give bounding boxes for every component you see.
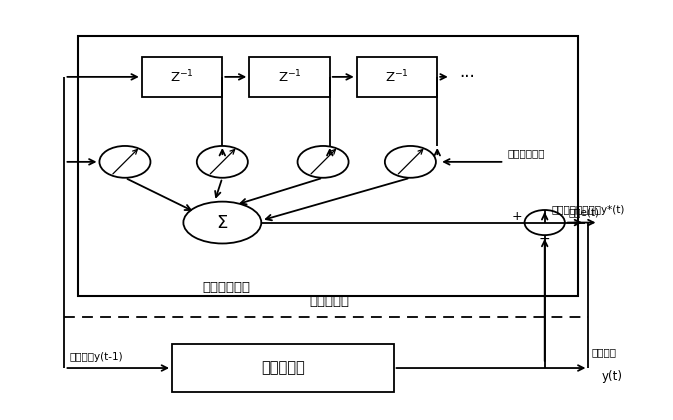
Text: 自适应滤波器输出y*(t): 自适应滤波器输出y*(t) xyxy=(551,205,625,215)
Text: 可调节权系数: 可调节权系数 xyxy=(507,148,545,158)
Bar xyxy=(78,36,578,296)
Text: 输入信号y(t-1): 输入信号y(t-1) xyxy=(70,352,123,362)
Bar xyxy=(172,344,394,392)
Text: $\Sigma$: $\Sigma$ xyxy=(216,213,228,231)
Text: −: − xyxy=(539,231,551,245)
Text: Z$^{-1}$: Z$^{-1}$ xyxy=(170,69,194,85)
Text: 输出信号: 输出信号 xyxy=(592,348,616,357)
Text: 误差e(t): 误差e(t) xyxy=(568,207,599,218)
Text: 同步采样器: 同步采样器 xyxy=(310,295,350,308)
Bar xyxy=(249,57,330,97)
Bar xyxy=(142,57,222,97)
Text: 待辨识系统: 待辨识系统 xyxy=(261,360,305,375)
Text: Z$^{-1}$: Z$^{-1}$ xyxy=(385,69,409,85)
Text: +: + xyxy=(511,210,522,223)
Text: Z$^{-1}$: Z$^{-1}$ xyxy=(277,69,302,85)
Text: 自适应滤波器: 自适应滤波器 xyxy=(202,281,250,294)
Bar xyxy=(357,57,437,97)
Text: y(t): y(t) xyxy=(602,370,623,383)
Text: ···: ··· xyxy=(460,68,475,86)
